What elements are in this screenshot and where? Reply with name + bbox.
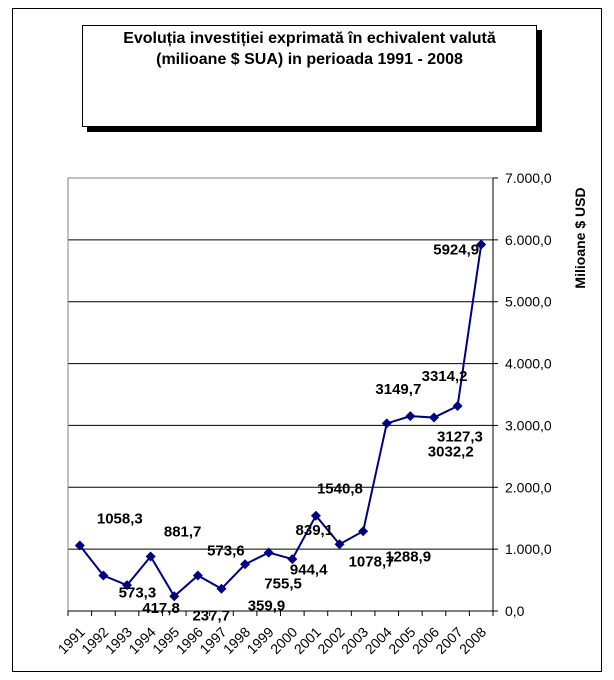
data-point-marker <box>145 551 156 562</box>
data-label: 417,8 <box>142 600 180 617</box>
data-point-marker <box>358 526 369 537</box>
data-point-marker <box>334 539 345 550</box>
y-tick-label: 7.000,0 <box>505 170 552 186</box>
grid-lines <box>68 239 493 550</box>
y-tick-label: 0,0 <box>505 603 525 619</box>
data-point-marker <box>74 540 85 551</box>
y-tick-label: 5.000,0 <box>505 294 552 310</box>
data-label: 755,5 <box>264 575 302 592</box>
chart-title-line-1: Evoluția investiției exprimată în echiva… <box>123 30 496 47</box>
data-label: 3127,3 <box>437 429 483 446</box>
chart-title: Evoluția investiției exprimată în echiva… <box>82 25 537 127</box>
data-label: 573,6 <box>207 543 245 560</box>
data-point-marker <box>192 570 203 581</box>
data-point-marker <box>476 239 487 250</box>
data-point-marker <box>98 570 109 581</box>
y-tick-label: 6.000,0 <box>505 232 552 248</box>
series-line-path <box>79 244 483 598</box>
plot-area <box>67 177 494 612</box>
y-tick-label: 2.000,0 <box>505 479 552 495</box>
data-label: 1540,8 <box>317 481 363 498</box>
data-label: 944,4 <box>290 562 328 579</box>
data-label: 1288,9 <box>385 548 431 565</box>
data-label: 839,1 <box>296 522 334 539</box>
data-point-marker <box>287 554 298 565</box>
x-axis: 1991199219931994199519961997199819992000… <box>55 610 494 657</box>
data-label: 573,3 <box>119 585 157 602</box>
data-label: 881,7 <box>164 523 202 540</box>
series-line <box>74 239 487 602</box>
data-point-marker <box>263 547 274 558</box>
data-label: 3149,7 <box>375 381 421 398</box>
y-tick-label: 1.000,0 <box>505 541 552 557</box>
data-point-marker <box>452 400 463 411</box>
data-point-marker <box>405 411 416 422</box>
y-tick-label: 3.000,0 <box>505 417 552 433</box>
data-point-marker <box>169 591 180 602</box>
data-point-marker <box>122 580 133 591</box>
data-point-marker <box>240 559 251 570</box>
data-label: 3314,2 <box>422 368 468 385</box>
chart-title-line-2: (milioane $ SUA) in perioada 1991 - 2008 <box>156 51 463 68</box>
data-label: 3032,2 <box>428 443 474 460</box>
data-label: 1078,7 <box>349 553 395 570</box>
x-tick-label: 2008 <box>456 624 489 657</box>
data-label: 5924,9 <box>433 242 479 259</box>
y-tick-label: 4.000,0 <box>505 356 552 372</box>
data-point-marker <box>310 510 321 521</box>
data-point-marker <box>216 583 227 594</box>
data-point-marker <box>381 418 392 429</box>
data-label: 359,9 <box>248 598 286 615</box>
y-axis: 0,0 1.000,0 2.000,0 3.000,0 4.000,0 5.000,0 6.… <box>492 170 552 619</box>
data-point-marker <box>428 412 439 423</box>
y-axis-label: Milioane $ USD <box>572 187 588 288</box>
data-label: 1058,3 <box>97 511 143 528</box>
data-label: 237,7 <box>192 607 230 624</box>
